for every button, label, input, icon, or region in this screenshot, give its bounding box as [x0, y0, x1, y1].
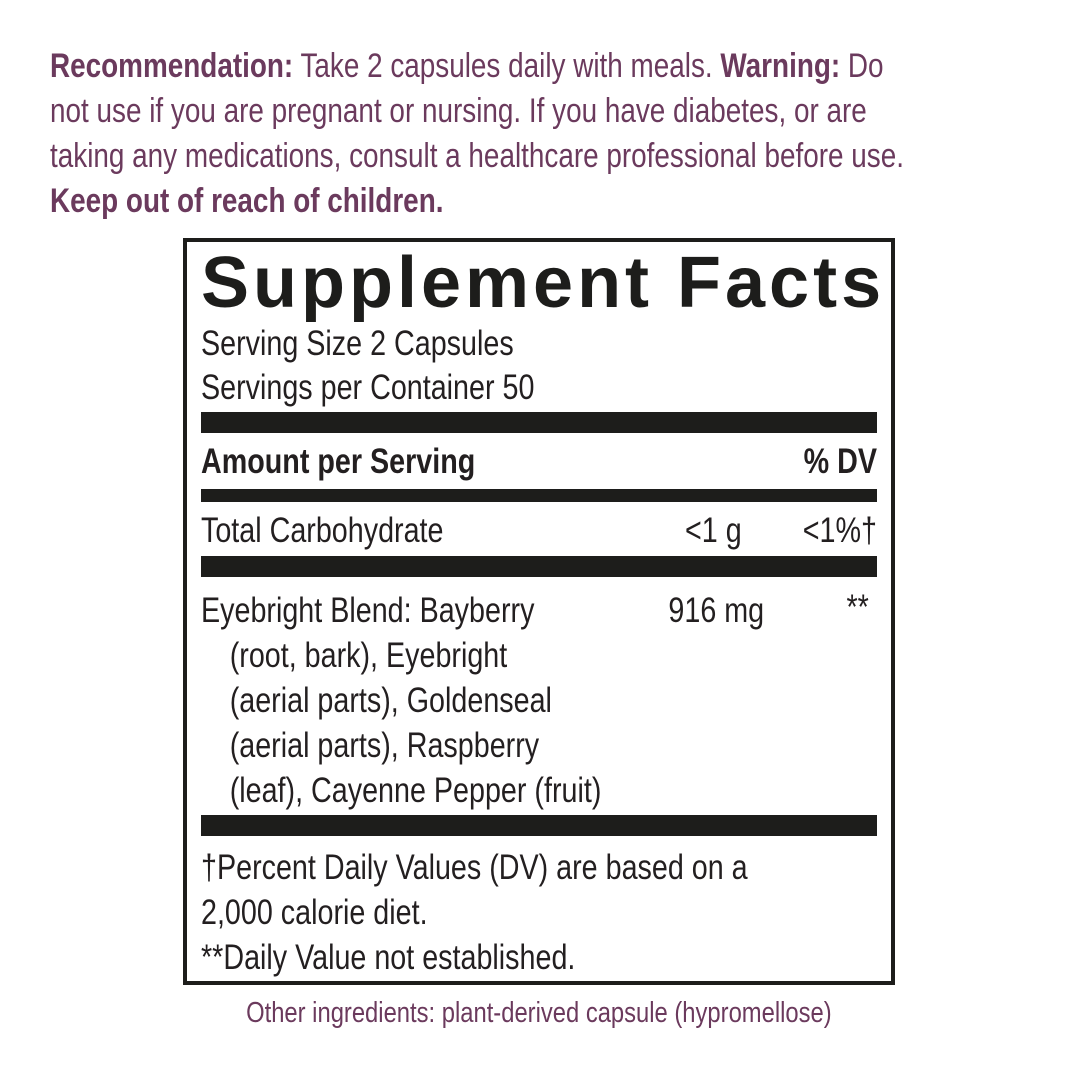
recommendation-paragraph: Recommendation: Take 2 capsules daily wi…	[50, 44, 1014, 224]
nutrient-name: Total Carbohydrate	[201, 511, 444, 550]
keep-out-warning: Keep out of reach of children.	[50, 182, 444, 220]
nutrient-row-eyebright-blend: Eyebright Blend: Bayberry 916 mg ** (roo…	[201, 577, 877, 815]
recommendation-line: taking any medications, consult a health…	[50, 137, 904, 175]
footnote-line: †Percent Daily Values (DV) are based on …	[201, 848, 748, 887]
divider-thick	[201, 556, 877, 577]
serving-size: Serving Size 2 Capsules	[201, 324, 514, 363]
footnotes: †Percent Daily Values (DV) are based on …	[201, 836, 877, 980]
blend-first-line: Eyebright Blend: Bayberry 916 mg **	[201, 588, 877, 633]
nutrient-dv: <1%†	[802, 511, 877, 550]
percent-dv-header: % DV	[803, 442, 877, 481]
warning-text-start: Do	[840, 47, 884, 85]
divider-thick	[201, 815, 877, 836]
footnote-line: 2,000 calorie diet.	[201, 893, 428, 932]
recommendation-line: not use if you are pregnant or nursing. …	[50, 92, 867, 130]
supplement-facts-panel: Supplement Facts Serving Size 2 Capsules…	[183, 238, 895, 985]
panel-title: Supplement Facts	[201, 243, 886, 323]
recommendation-line: Recommendation: Take 2 capsules daily wi…	[50, 44, 1014, 89]
footnote-line: **Daily Value not established.	[201, 938, 576, 977]
nutrient-amount: <1 g	[685, 511, 742, 550]
blend-continuation-line: (aerial parts), Goldenseal	[229, 681, 552, 720]
other-ingredients: Other ingredients: plant-derived capsule…	[246, 997, 832, 1029]
nutrient-amount: 916 mg	[668, 591, 765, 630]
recommendation-label: Recommendation:	[50, 47, 294, 85]
divider-thick	[201, 412, 877, 433]
warning-label: Warning:	[720, 47, 841, 85]
blend-continuation-line: (root, bark), Eyebright	[229, 636, 508, 675]
nutrient-dv: **	[846, 588, 869, 627]
blend-continuation-line: (leaf), Cayenne Pepper (fruit)	[229, 771, 602, 810]
servings-per-container: Servings per Container 50	[201, 368, 535, 407]
nutrient-name: Eyebright Blend: Bayberry	[201, 591, 535, 630]
blend-continuation-line: (aerial parts), Raspberry	[229, 726, 540, 765]
column-header-row: Amount per Serving % DV	[201, 433, 877, 489]
nutrient-row-total-carbohydrate: Total Carbohydrate <1 g <1%†	[201, 502, 877, 556]
recommendation-text: Take 2 capsules daily with meals.	[293, 47, 721, 85]
amount-per-serving-header: Amount per Serving	[201, 442, 476, 481]
divider-medium	[201, 489, 877, 502]
